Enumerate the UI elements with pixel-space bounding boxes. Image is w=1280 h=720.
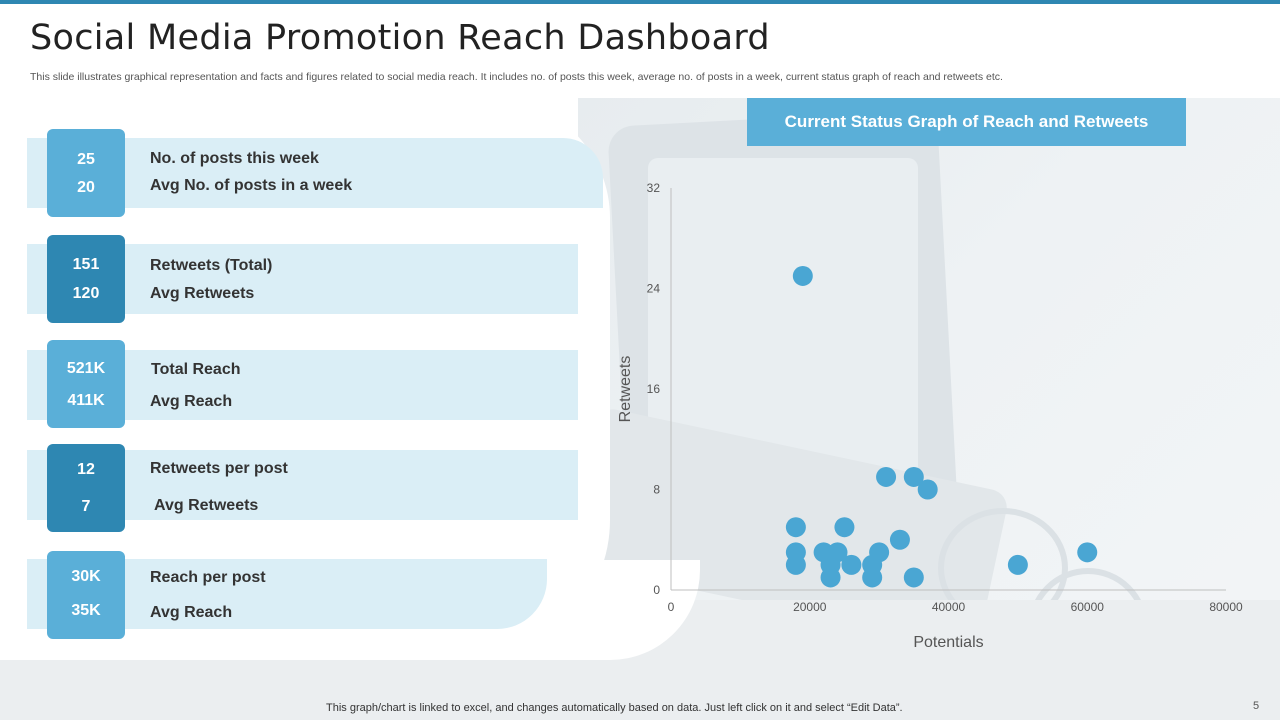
y-tick-label: 0 [653,583,660,597]
scatter-point [862,567,883,588]
scatter-point [841,554,862,575]
y-tick-label: 16 [647,382,661,396]
page-number: 5 [1253,700,1260,712]
page-title: Social Media Promotion Reach Dashboard [30,18,770,58]
stat-label-primary: Total Reach [151,361,241,378]
scatter-point [903,466,924,487]
stat-label-primary: Reach per post [150,569,266,586]
scatter-point [1007,554,1028,575]
stat-value-secondary: 120 [72,285,100,302]
stat-value-primary: 151 [72,256,100,273]
y-axis-title: Retweets [617,356,634,423]
scatter-point [785,554,806,575]
stat-value-primary: 25 [77,151,95,168]
x-axis-title: Potentials [913,634,983,651]
stat-label-secondary: Avg Retweets [154,497,259,514]
scatter-point [876,466,897,487]
scatter-point [1077,542,1098,563]
stat-badge-retweets: 151 120 [47,235,125,323]
x-tick-label: 60000 [1071,600,1105,614]
chart-header: Current Status Graph of Reach and Retwee… [747,98,1186,146]
y-tick-label: 8 [653,483,660,497]
scatter-point [917,479,938,500]
stat-badge-reach: 521K 411K [47,340,125,428]
stat-badge-retweets-per-post: 12 7 [47,444,125,532]
scatter-point [820,567,841,588]
x-tick-label: 20000 [793,600,827,614]
stat-label-secondary: Avg Reach [150,604,233,621]
scatter-chart[interactable]: 0 20000 40000 60000 80000 0 8 16 24 32 Potentials R… [600,160,1280,660]
x-tick-label: 0 [668,600,675,614]
stat-value-primary: 521K [66,360,106,377]
stat-value-primary: 30K [71,568,101,585]
footer-note: This graph/chart is linked to excel, and… [326,702,903,714]
top-accent-bar [0,0,1280,4]
stat-label-secondary: Avg Reach [150,393,233,410]
stat-label-secondary: Avg No. of posts in a week [150,177,353,194]
stat-label-primary: Retweets (Total) [150,257,273,274]
laptop-screen-shape [648,158,918,478]
scatter-point [889,529,910,550]
stat-label-primary: Retweets per post [150,460,288,477]
scatter-point [785,517,806,538]
stat-label-secondary: Avg Retweets [150,285,255,302]
stat-value-secondary: 20 [77,179,95,196]
stat-badge-reach-per-post: 30K 35K [47,551,125,639]
x-tick-label: 40000 [932,600,966,614]
stat-value-secondary: 35K [71,602,101,619]
page-subtitle: This slide illustrates graphical represe… [30,71,1003,83]
stat-label-primary: No. of posts this week [150,150,319,167]
scatter-point [834,517,855,538]
y-tick-label: 24 [647,282,661,296]
stat-badge-posts: 25 20 [47,129,125,217]
x-tick-label: 80000 [1209,600,1243,614]
y-tick-label: 32 [647,181,661,195]
scatter-point [903,567,924,588]
scatter-point [792,265,813,286]
stat-value-primary: 12 [77,461,95,478]
stat-value-secondary: 411K [67,392,105,409]
stat-value-secondary: 7 [81,498,91,515]
